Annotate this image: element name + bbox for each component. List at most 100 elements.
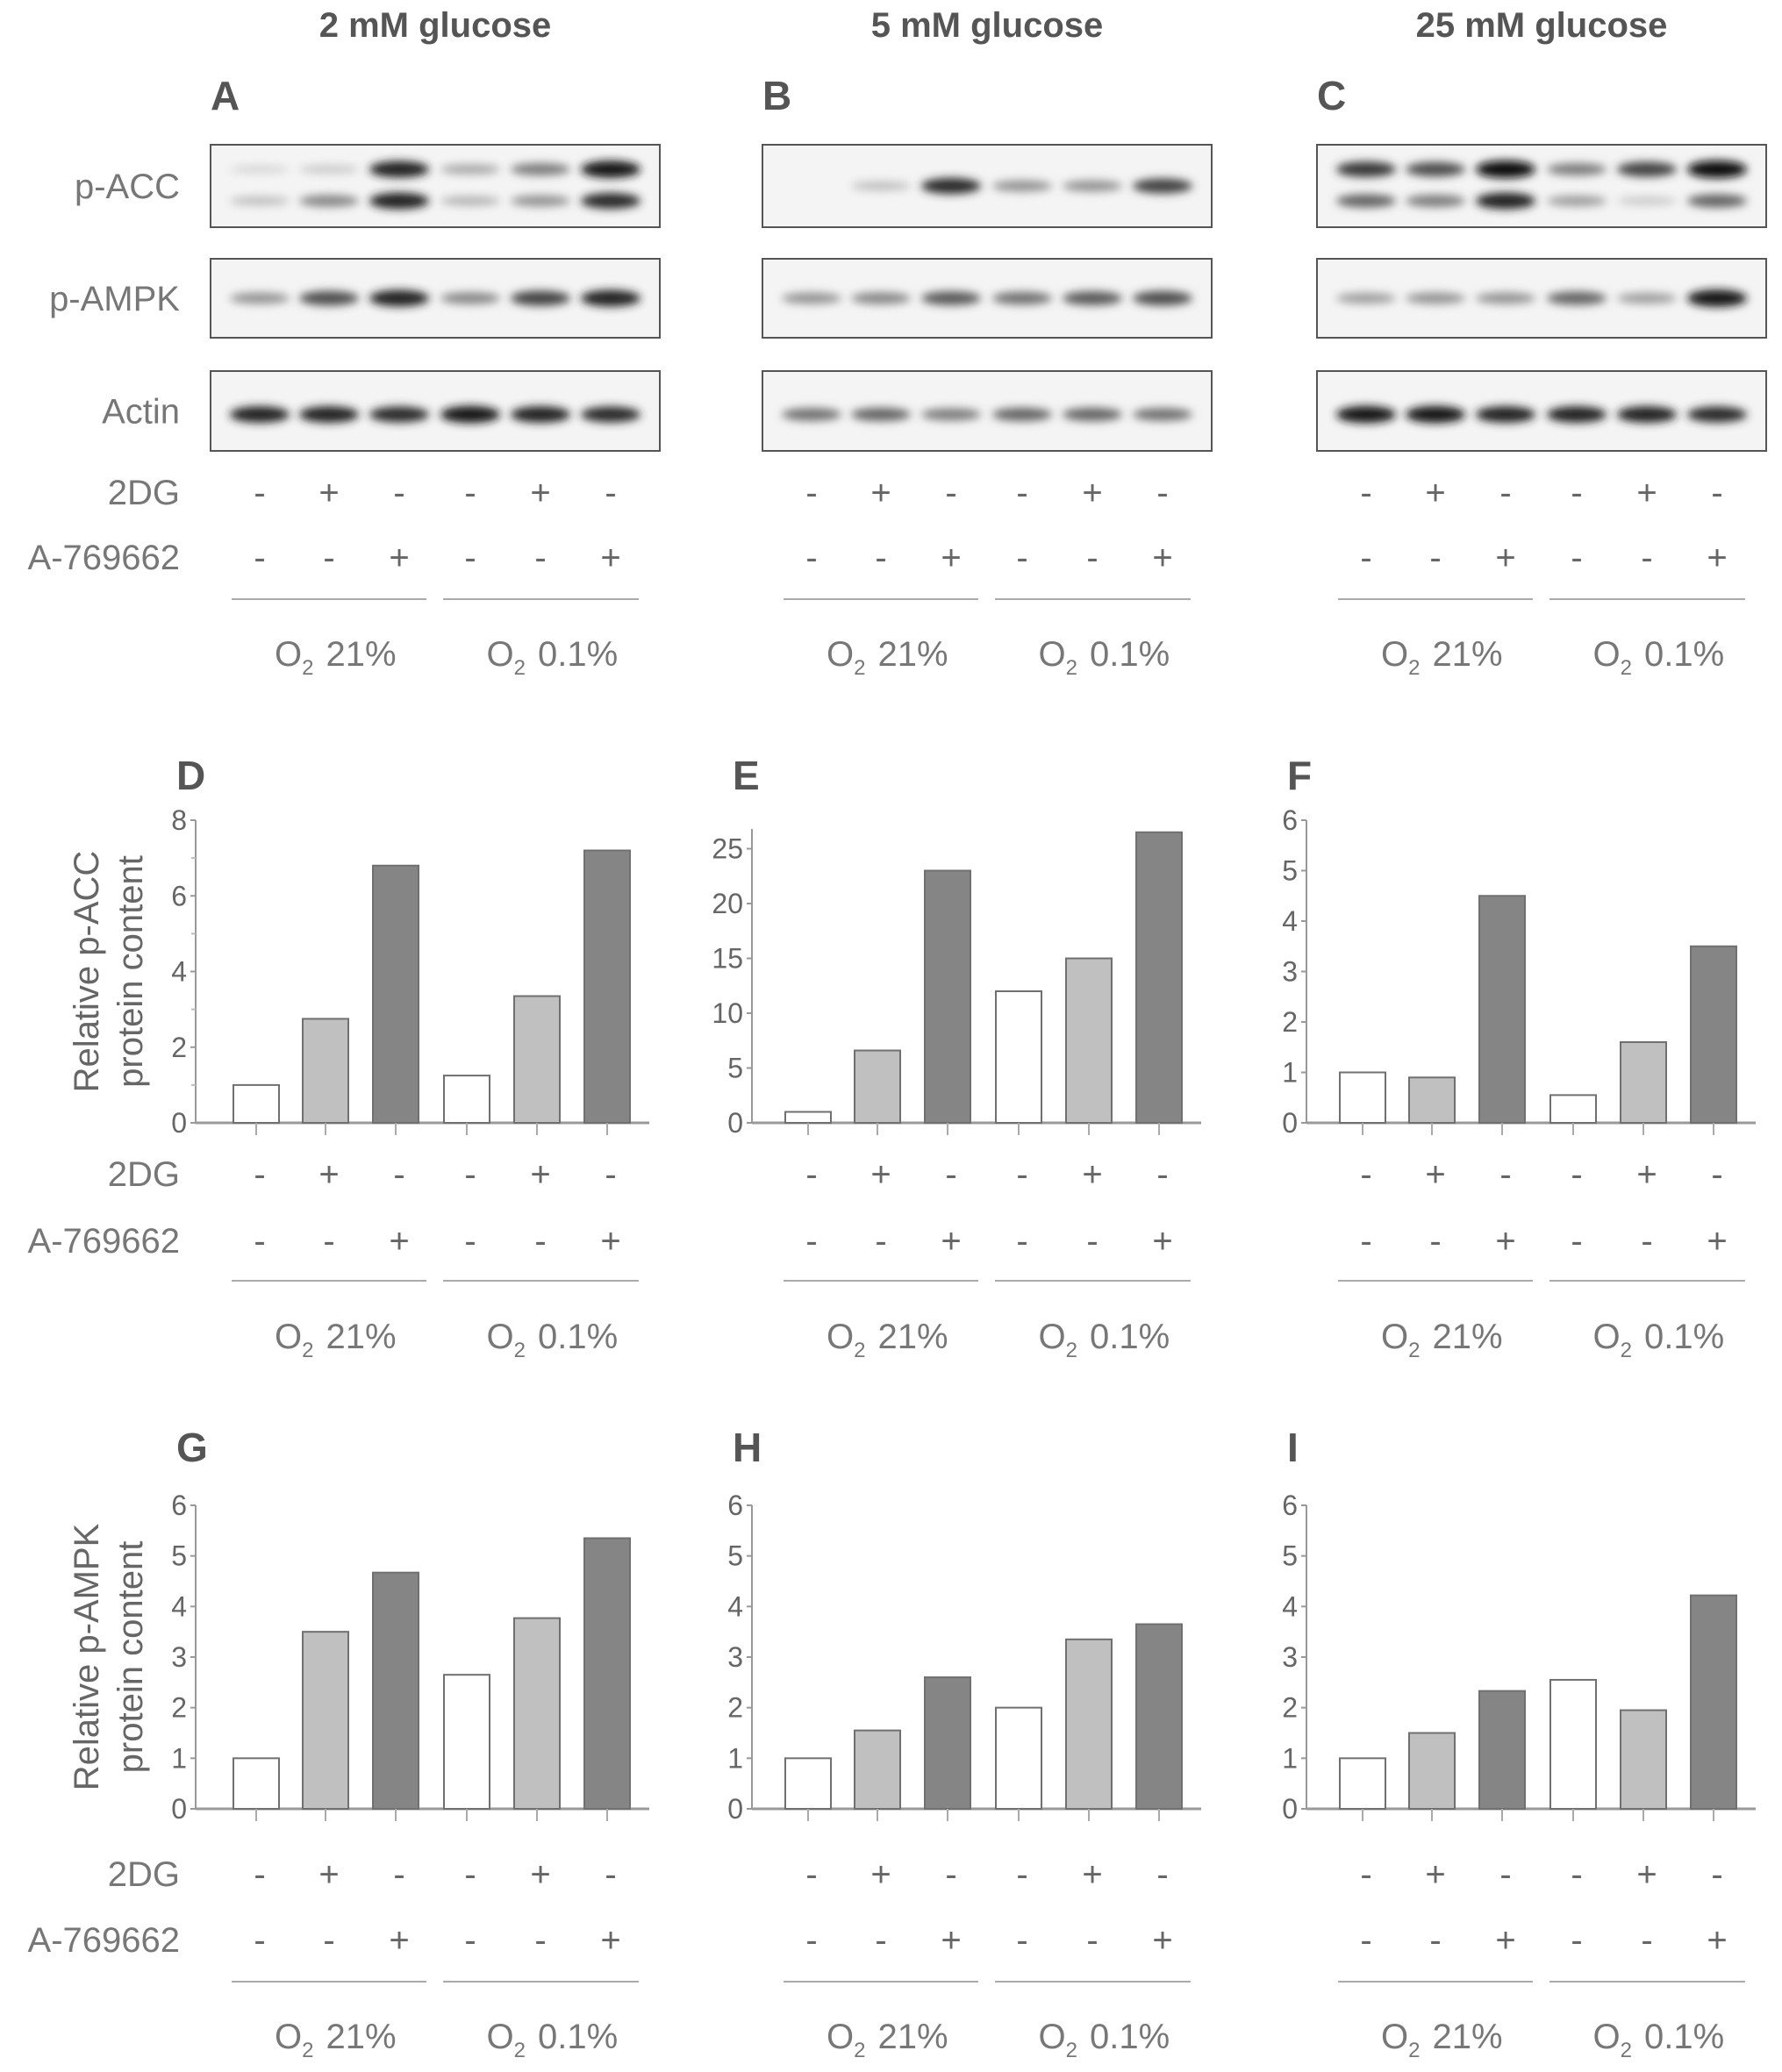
blot-band xyxy=(1547,291,1607,304)
treatment-sign: - xyxy=(805,1921,817,1960)
treatment-sign: - xyxy=(605,474,616,512)
treatment-sign: + xyxy=(1152,1921,1172,1960)
panel-letter: B xyxy=(762,73,791,118)
oxygen-value: 21% xyxy=(326,635,396,674)
oxygen-label: O221% xyxy=(275,1318,397,1362)
treatment-sign: - xyxy=(534,1921,546,1960)
blot-band xyxy=(1687,161,1747,178)
blot-band xyxy=(921,291,981,305)
bar xyxy=(303,1018,348,1123)
oxygen-symbol: O xyxy=(275,1318,302,1356)
treatment-sign: + xyxy=(600,539,620,577)
treatment-sign: - xyxy=(323,539,334,577)
treatment-sign: - xyxy=(875,1222,886,1261)
treatment-label: A-769662 xyxy=(28,1921,180,1960)
blot-band xyxy=(851,408,911,421)
blot-band xyxy=(511,196,570,207)
treatment-sign: + xyxy=(1152,539,1172,577)
blot-band xyxy=(581,406,641,422)
blot-p-ampk xyxy=(211,259,660,338)
oxygen-label: O20.1% xyxy=(487,2018,619,2062)
panel-letter: F xyxy=(1287,753,1312,798)
treatment-sign: - xyxy=(464,1222,476,1261)
treatment-sign: + xyxy=(1082,1855,1102,1894)
oxygen-value: 21% xyxy=(1432,2018,1502,2056)
blot-band xyxy=(369,161,429,178)
treatment-sign: - xyxy=(254,1921,265,1960)
blot-band xyxy=(782,408,841,421)
column-title: 2 mM glucose xyxy=(319,6,552,45)
oxygen-label: O20.1% xyxy=(1593,635,1725,680)
bar-chart-d: D02468Relative p-ACCprotein content xyxy=(68,753,649,1139)
bar xyxy=(925,1677,970,1809)
blot-row-label: Actin xyxy=(102,393,180,432)
bar xyxy=(1136,1625,1182,1809)
blot-band xyxy=(1133,291,1192,305)
treatment-sign: - xyxy=(1156,474,1168,512)
oxygen-value: 0.1% xyxy=(1090,635,1170,674)
blot-band xyxy=(1617,162,1677,177)
treatment-sign: + xyxy=(1152,1222,1172,1261)
treatment-table: 2DG-+--+-A-769662--+--+O221%O20.1% xyxy=(28,1155,639,1362)
treatment-sign: - xyxy=(945,1855,956,1894)
blot-band xyxy=(369,193,429,210)
bar xyxy=(1550,1680,1596,1809)
oxygen-label: O221% xyxy=(275,2018,397,2062)
oxygen-value: 21% xyxy=(877,635,948,674)
blot-band xyxy=(992,408,1052,421)
bar xyxy=(584,1538,630,1809)
blot-band xyxy=(1406,406,1465,423)
y-tick-label: 3 xyxy=(1282,1641,1298,1673)
treatment-sign: - xyxy=(1086,1222,1098,1261)
treatment-sign: - xyxy=(464,1155,476,1194)
bar xyxy=(996,991,1041,1123)
blot-band xyxy=(851,182,911,190)
treatment-sign: - xyxy=(1499,1855,1511,1894)
treatment-sign: - xyxy=(1571,1855,1582,1894)
oxygen-value: 0.1% xyxy=(538,1318,618,1356)
y-tick-label: 6 xyxy=(171,1490,187,1521)
bar xyxy=(514,1618,560,1809)
column-title: 25 mM glucose xyxy=(1416,6,1668,45)
treatment-sign: - xyxy=(254,1855,265,1894)
y-tick-label: 0 xyxy=(727,1107,743,1139)
oxygen-value: 0.1% xyxy=(538,635,618,674)
y-tick-label: 5 xyxy=(171,1540,187,1572)
oxygen-value: 0.1% xyxy=(1090,2018,1170,2056)
treatment-sign: - xyxy=(1086,539,1098,577)
y-axis-label: protein content xyxy=(111,1541,150,1774)
oxygen-subscript: 2 xyxy=(302,1339,313,1362)
oxygen-symbol: O xyxy=(275,2018,302,2056)
oxygen-value: 21% xyxy=(1432,1318,1502,1356)
blot-band xyxy=(1406,293,1465,304)
treatment-sign: - xyxy=(1016,1855,1027,1894)
blot-band xyxy=(1406,195,1465,207)
bar xyxy=(1409,1077,1455,1123)
blot-band xyxy=(1476,293,1535,304)
oxygen-symbol: O xyxy=(827,1318,854,1356)
treatment-sign: - xyxy=(1571,539,1582,577)
blot-p-acc xyxy=(1317,145,1766,227)
y-tick-label: 1 xyxy=(1282,1057,1298,1089)
blot-actin xyxy=(211,371,660,451)
treatment-sign: - xyxy=(1086,1921,1098,1960)
oxygen-subscript: 2 xyxy=(1621,1339,1632,1362)
treatment-sign: - xyxy=(1016,1155,1027,1194)
blot-band xyxy=(1617,196,1677,205)
treatment-sign: - xyxy=(805,1222,817,1261)
blot-p-ampk xyxy=(762,259,1212,338)
treatment-sign: + xyxy=(389,1921,409,1960)
treatment-sign: - xyxy=(1156,1155,1168,1194)
blot-band xyxy=(230,196,290,205)
treatment-sign: - xyxy=(805,539,817,577)
treatment-sign: + xyxy=(1495,1921,1515,1960)
bar-chart-h: H0123456 xyxy=(727,1425,1201,1825)
oxygen-symbol: O xyxy=(1039,635,1066,674)
treatment-sign: - xyxy=(254,539,265,577)
treatment-table: -+--+---+--+O221%O20.1% xyxy=(784,1155,1191,1362)
blot-band xyxy=(440,164,500,175)
blot-band xyxy=(230,165,290,173)
blot-band xyxy=(921,178,981,194)
blot-band xyxy=(299,195,359,206)
oxygen-symbol: O xyxy=(1593,1318,1621,1356)
